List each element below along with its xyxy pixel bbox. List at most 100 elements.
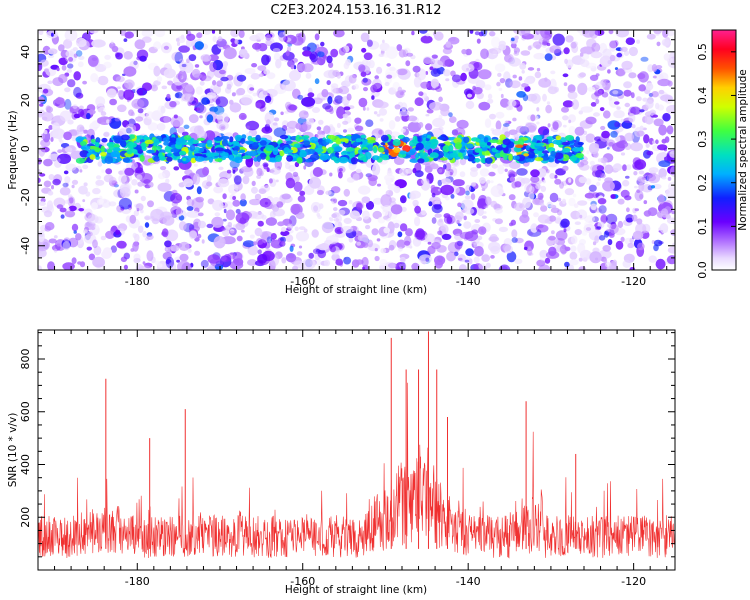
spectrogram-noise-cell — [62, 241, 71, 251]
spectrogram-noise-cell — [103, 131, 110, 137]
spectrogram-signal-cell — [499, 134, 506, 141]
spectrogram-noise-cell — [278, 31, 287, 42]
spectrogram-signal-cell — [569, 155, 578, 162]
spectrogram-signal-cell — [565, 135, 575, 141]
spectrogram-noise-cell — [448, 36, 460, 45]
spectrogram-noise-cell — [376, 238, 381, 242]
spectrogram-noise-cell — [67, 194, 73, 198]
spectrogram-noise-cell — [238, 30, 245, 38]
spectrogram-noise-cell — [551, 230, 555, 235]
spectrogram-signal-cell — [475, 138, 480, 143]
spectrogram-noise-cell — [165, 256, 175, 269]
spectrogram-noise-cell — [518, 76, 523, 81]
spectrogram-noise-cell — [355, 168, 362, 174]
spectrogram-noise-cell — [494, 63, 506, 72]
spectrogram-noise-cell — [298, 226, 306, 231]
spectrogram-noise-cell — [372, 163, 381, 176]
spectrogram-noise-cell — [648, 167, 659, 174]
spectrogram-noise-cell — [273, 52, 281, 61]
spectrogram-noise-cell — [302, 50, 312, 57]
spectrogram-noise-cell — [102, 247, 113, 258]
spectrogram-signal-cell — [577, 141, 584, 146]
spectrogram-noise-cell — [568, 197, 576, 207]
spectrogram-noise-cell — [100, 111, 107, 116]
spectrogram-noise-cell — [440, 107, 450, 117]
spectrogram-noise-cell — [336, 122, 341, 129]
spectrogram-signal-cell — [483, 136, 489, 143]
spectrogram-noise-cell — [479, 168, 490, 177]
spectrogram-noise-cell — [504, 168, 508, 172]
spectrogram-signal-cell — [380, 142, 387, 146]
spectrogram-signal-cell — [293, 143, 303, 148]
spectrogram-noise-cell — [497, 72, 502, 77]
spectrogram-signal-cell — [388, 145, 394, 150]
spectrogram-noise-cell — [56, 243, 61, 247]
spectrogram-noise-cell — [598, 205, 607, 214]
spectrogram-noise-cell — [354, 117, 362, 124]
spectrogram-noise-cell — [667, 246, 675, 254]
spectrogram-noise-cell — [118, 128, 127, 137]
spectrogram-noise-cell — [564, 261, 570, 268]
spectrogram-signal-cell — [199, 147, 205, 153]
spectrogram-noise-cell — [124, 31, 134, 39]
spectrogram-noise-cell — [637, 242, 645, 251]
spectrogram-noise-cell — [258, 188, 267, 195]
spectrogram-noise-cell — [514, 258, 523, 264]
spectrogram-noise-cell — [297, 94, 304, 100]
spectrogram-noise-cell — [489, 233, 498, 243]
spectrogram-noise-cell — [535, 44, 541, 50]
spectrogram-noise-cell — [79, 105, 84, 110]
spectrogram-signal-cell — [331, 156, 338, 161]
spectrogram-signal-cell — [177, 158, 182, 163]
spectrogram-noise-cell — [91, 202, 98, 210]
y-tick-label: 0 — [19, 145, 32, 152]
spectrogram-noise-cell — [487, 98, 494, 104]
spectrogram-noise-cell — [589, 251, 602, 264]
spectrogram-signal-cell — [402, 136, 410, 143]
spectrogram-signal-cell — [126, 149, 133, 155]
spectrogram-signal-cell — [259, 140, 267, 146]
spectrogram-noise-cell — [396, 44, 403, 52]
spectrogram-noise-cell — [245, 120, 260, 131]
spectrogram-noise-cell — [147, 122, 159, 131]
spectrogram-noise-cell — [564, 267, 570, 270]
spectrogram-signal-cell — [309, 136, 319, 144]
spectrogram-signal-cell — [206, 152, 214, 158]
spectrogram-noise-cell — [303, 165, 307, 170]
spectrogram-noise-cell — [473, 256, 480, 264]
spectrogram-noise-cell — [87, 214, 99, 225]
spectrogram-noise-cell — [137, 181, 144, 187]
spectrogram-noise-cell — [437, 179, 443, 187]
spectrogram-noise-cell — [82, 129, 89, 134]
spectrogram-noise-cell — [335, 258, 344, 266]
spectrogram-noise-cell — [491, 36, 501, 48]
spectrogram-noise-cell — [449, 116, 457, 123]
spectrogram-noise-cell — [409, 192, 416, 200]
spectrogram-noise-cell — [354, 125, 364, 132]
spectrogram-noise-cell — [474, 219, 481, 223]
spectrogram-noise-cell — [573, 203, 579, 208]
spectrogram-noise-cell — [72, 104, 78, 109]
spectrogram-noise-cell — [397, 266, 401, 270]
spectrogram-noise-cell — [62, 262, 75, 270]
spectrogram-noise-cell — [376, 113, 381, 117]
spectrogram-noise-cell — [217, 178, 230, 188]
spectrogram-noise-cell — [234, 39, 239, 45]
spectrogram-noise-cell — [323, 259, 330, 267]
spectrogram-noise-cell — [603, 163, 607, 167]
spectrogram-noise-cell — [264, 185, 270, 191]
spectrogram-signal-cell — [153, 155, 161, 162]
spectrogram-noise-cell — [47, 261, 55, 270]
spectrogram-noise-cell — [292, 265, 299, 270]
spectrogram-signal-cell — [153, 138, 160, 146]
spectrogram-noise-cell — [331, 213, 338, 218]
spectrogram-noise-cell — [394, 104, 401, 110]
spectrogram-noise-cell — [48, 125, 53, 130]
spectrogram-noise-cell — [580, 59, 590, 68]
spectrogram-noise-cell — [193, 125, 204, 135]
spectrogram-noise-cell — [405, 228, 413, 237]
spectrogram-noise-cell — [232, 169, 236, 174]
spectrogram-noise-cell — [254, 227, 263, 237]
spectrogram-signal-cell — [340, 151, 348, 156]
spectrogram-noise-cell — [193, 173, 201, 185]
